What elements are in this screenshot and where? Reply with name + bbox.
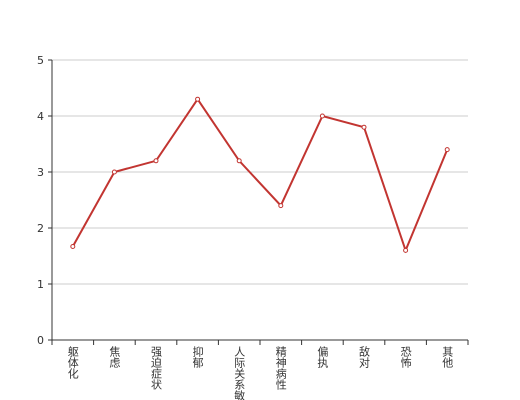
point (195, 96, 201, 102)
point (444, 147, 450, 153)
y-tick-label: 4 (37, 110, 44, 123)
x-tick-label: 人际关系敏感 (233, 346, 246, 400)
point (153, 158, 159, 164)
x-tick-label: 躯体化 (66, 346, 79, 380)
x-tick-label: 精神病性 (274, 346, 287, 391)
y-tick-label: 2 (37, 222, 44, 235)
line (71, 97, 449, 254)
point (111, 169, 117, 175)
point (70, 243, 76, 249)
x-tick-label: 强迫症状 (150, 346, 163, 390)
y-tick-label: 3 (37, 166, 44, 179)
x-tick-label: 焦虑 (108, 346, 121, 368)
point (319, 113, 325, 119)
x-tick-label: 其他 (441, 346, 454, 368)
x-tick-label: 抑郁 (191, 345, 204, 368)
x-tick-label: 敌对 (358, 345, 371, 368)
y-tick-label: 1 (37, 278, 44, 291)
y-tick-label: 0 (37, 334, 44, 347)
x-tick-label: 恐怖 (399, 346, 412, 368)
point (361, 124, 367, 130)
point (278, 203, 284, 209)
y-tick-label: 5 (37, 54, 44, 67)
x-tick-label: 偏执 (316, 345, 329, 369)
point (403, 247, 409, 253)
point (236, 158, 242, 164)
